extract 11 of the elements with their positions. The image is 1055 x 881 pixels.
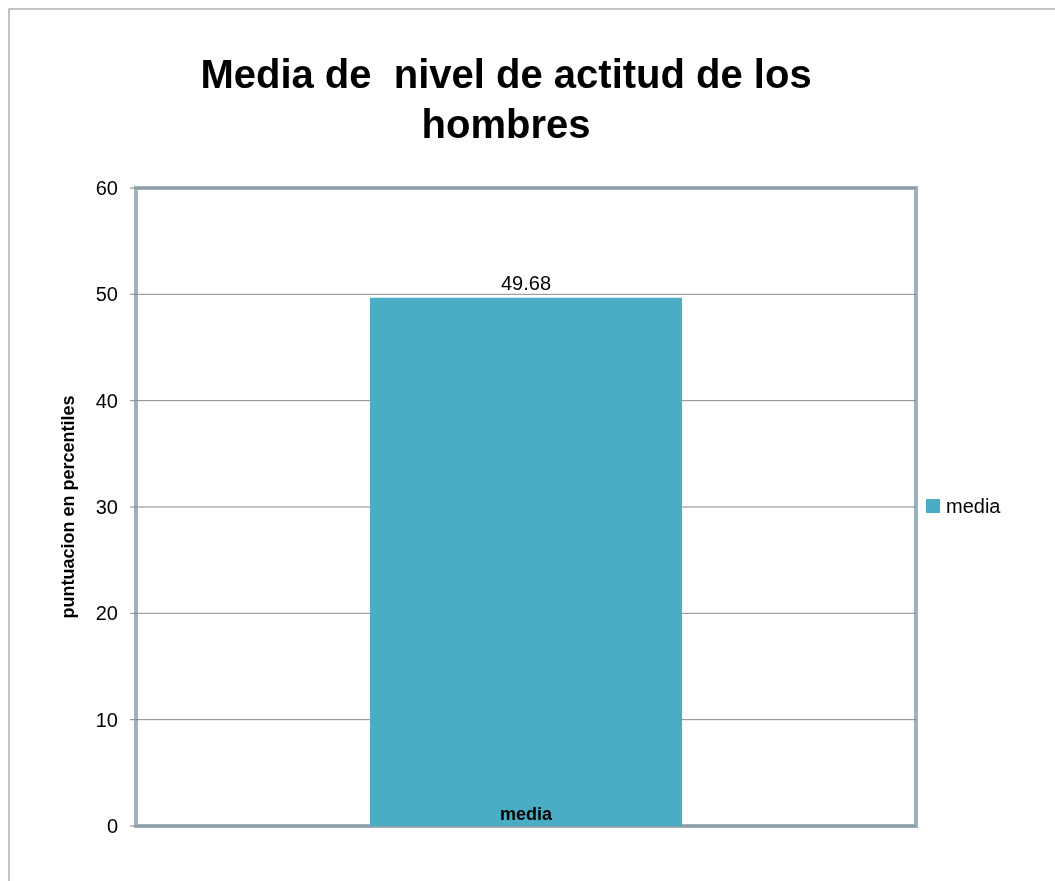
y-tick-label: 40 (95, 389, 118, 412)
chart-title: Media de nivel de actitud de los hombres (200, 52, 812, 146)
y-tick-label: 30 (95, 496, 118, 518)
y-tick-label: 50 (95, 283, 118, 306)
y-tick-label: 60 (95, 177, 118, 199)
y-tick-label: 0 (106, 815, 118, 837)
y-axis-title: puntuacion en percentiles (58, 395, 78, 619)
y-tick-label: 20 (95, 602, 118, 625)
legend-label: media (946, 495, 1002, 517)
data-label: 49.68 (500, 271, 552, 294)
y-tick-label: 10 (95, 708, 118, 731)
